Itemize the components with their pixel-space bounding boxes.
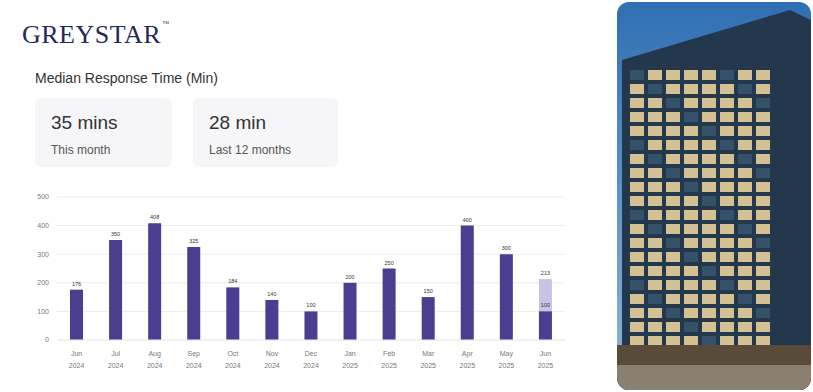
svg-text:400: 400 <box>463 217 472 223</box>
svg-text:Sep2024: Sep2024 <box>186 350 202 369</box>
svg-text:300: 300 <box>37 251 49 258</box>
svg-text:150: 150 <box>424 288 433 294</box>
svg-text:200: 200 <box>37 279 49 286</box>
svg-text:176: 176 <box>72 281 81 287</box>
svg-text:Jun2025: Jun2025 <box>538 350 554 369</box>
svg-text:Mar2025: Mar2025 <box>420 350 436 369</box>
svg-text:213: 213 <box>541 270 550 276</box>
html-text:Last 12 months: Last 12 months <box>209 143 292 157</box>
svg-text:Feb2025: Feb2025 <box>381 350 397 369</box>
html-text:28 min: 28 min <box>209 112 266 133</box>
svg-text:Apr2025: Apr2025 <box>460 350 476 369</box>
svg-text:Nov2024: Nov2024 <box>264 350 280 369</box>
svg-text:184: 184 <box>228 278 237 284</box>
html-text:Median Response Time (Min): Median Response Time (Min) <box>35 70 218 86</box>
svg-text:Jan2025: Jan2025 <box>342 350 358 369</box>
svg-text:Aug2024: Aug2024 <box>147 350 163 369</box>
svg-text:Oct2024: Oct2024 <box>225 350 241 369</box>
svg-text:140: 140 <box>267 291 276 297</box>
svg-text:300: 300 <box>502 245 511 251</box>
html-text:35 mins: 35 mins <box>51 112 118 133</box>
html-text:GREYSTAR: GREYSTAR <box>22 20 162 49</box>
svg-text:Jul2024: Jul2024 <box>108 350 124 369</box>
svg-text:400: 400 <box>37 222 49 229</box>
svg-text:Jun2024: Jun2024 <box>69 350 85 369</box>
svg-text:200: 200 <box>345 274 354 280</box>
svg-text:408: 408 <box>150 214 159 220</box>
svg-text:350: 350 <box>111 231 120 237</box>
html-text:This month: This month <box>51 143 111 157</box>
svg-text:100: 100 <box>306 302 315 308</box>
svg-text:Dec2024: Dec2024 <box>303 350 319 369</box>
svg-text:100: 100 <box>541 302 550 308</box>
svg-text:325: 325 <box>189 238 198 244</box>
svg-text:250: 250 <box>385 260 394 266</box>
svg-text:100: 100 <box>37 308 49 315</box>
svg-text:500: 500 <box>37 193 49 200</box>
svg-text:0: 0 <box>45 336 49 343</box>
svg-text:May2025: May2025 <box>499 350 515 369</box>
